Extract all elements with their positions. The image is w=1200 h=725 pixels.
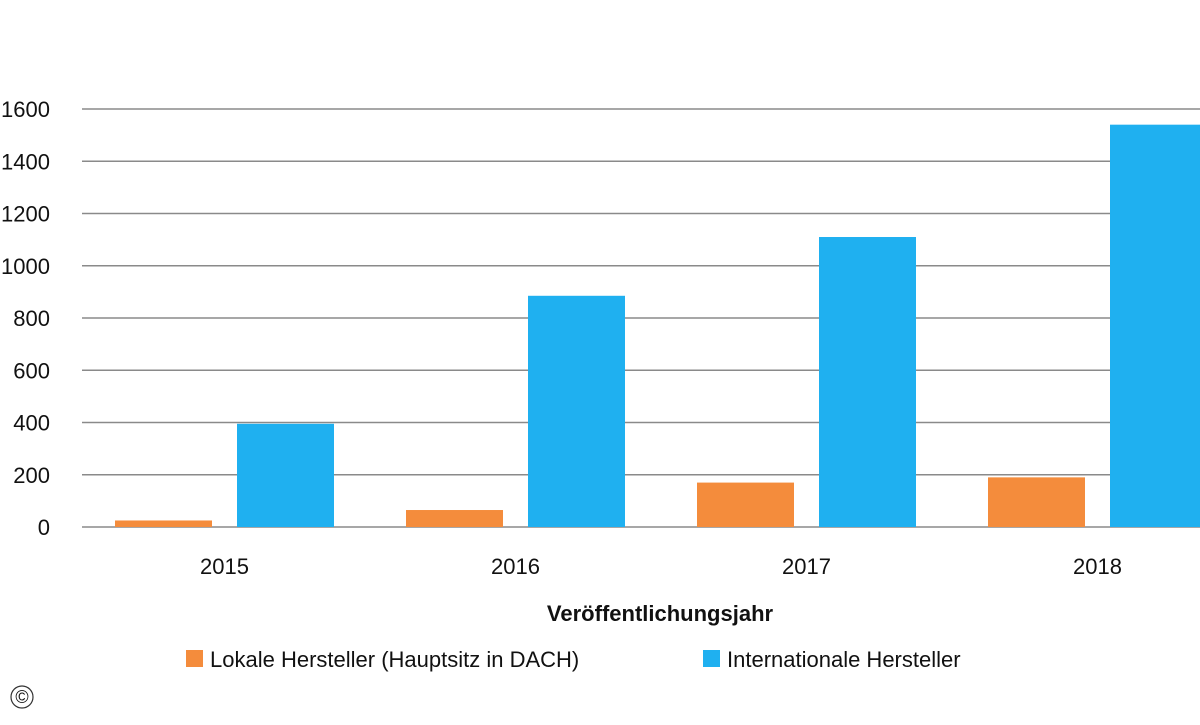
- x-tick-label: 2016: [491, 554, 540, 579]
- x-axis-title: Veröffentlichungsjahr: [547, 601, 774, 626]
- bar-lokale-2017: [697, 482, 794, 527]
- bar-internationale-2018: [1110, 124, 1200, 528]
- x-tick-label: 2015: [200, 554, 249, 579]
- x-tick-label: 2018: [1073, 554, 1122, 579]
- legend: Lokale Hersteller (Hauptsitz in DACH) Int…: [186, 647, 961, 672]
- legend-swatch: [703, 650, 720, 667]
- bar-lokale-2016: [406, 510, 503, 527]
- y-tick-label: 1600: [1, 97, 50, 122]
- bar-internationale-2017: [819, 237, 916, 527]
- y-tick-label: 600: [13, 358, 50, 383]
- bar-internationale-2015: [237, 423, 334, 527]
- y-tick-label: 1400: [1, 149, 50, 174]
- y-tick-label: 800: [13, 306, 50, 331]
- y-tick-label: 0: [38, 515, 50, 540]
- bars: [115, 124, 1200, 528]
- copyright-icon: ©: [15, 687, 28, 707]
- copyright-circle: [10, 685, 34, 709]
- copyright-badge: ©: [10, 685, 34, 709]
- bar-lokale-2015: [115, 520, 212, 527]
- y-axis-ticks: 0 200 400 600 800 1000 1200 1400 1600: [1, 97, 50, 540]
- legend-label: Lokale Hersteller (Hauptsitz in DACH): [210, 647, 579, 672]
- legend-swatch: [186, 650, 203, 667]
- x-axis-ticks: 2015 2016 2017 2018: [200, 554, 1122, 579]
- y-tick-label: 1000: [1, 254, 50, 279]
- y-tick-label: 1200: [1, 202, 50, 227]
- x-tick-label: 2017: [782, 554, 831, 579]
- y-tick-label: 400: [13, 411, 50, 436]
- bar-lokale-2018: [988, 477, 1085, 527]
- bar-internationale-2016: [528, 295, 625, 527]
- legend-label: Internationale Hersteller: [727, 647, 961, 672]
- y-tick-label: 200: [13, 463, 50, 488]
